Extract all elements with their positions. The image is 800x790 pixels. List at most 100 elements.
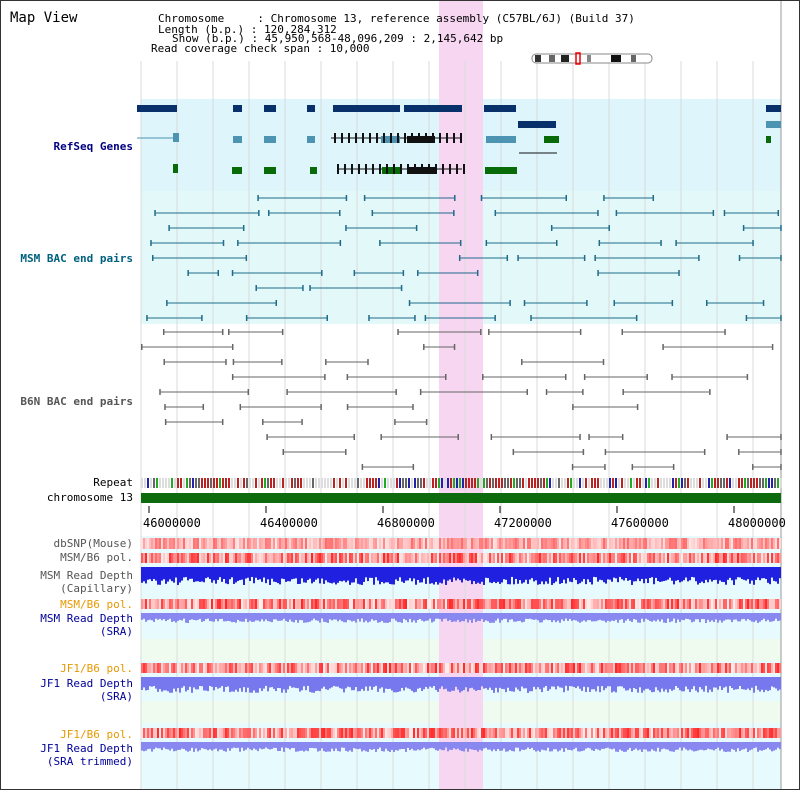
jf1-depth-trimmed <box>155 742 157 748</box>
msm-depth-capillary <box>417 567 419 581</box>
msm-depth-capillary <box>237 567 239 581</box>
jf1-pol-strip-2 <box>737 728 739 738</box>
jf1-depth-sra <box>201 677 203 687</box>
jf1-pol-strip-2 <box>417 728 419 738</box>
label-msm-bac[interactable]: MSM BAC end pairs <box>20 252 133 265</box>
msm-pol-strip <box>265 553 267 563</box>
jf1-depth-sra <box>357 677 359 692</box>
label-jf1-depth-trimmed[interactable]: JF1 Read Depth (SRA trimmed) <box>40 742 133 768</box>
label-msm-depth-capillary[interactable]: MSM Read Depth (Capillary) <box>40 569 133 595</box>
msm-pol-strip-2 <box>753 599 755 609</box>
label-msm-b6-pol-2[interactable]: MSM/B6 pol. <box>60 598 133 611</box>
jf1-depth-sra <box>389 677 391 689</box>
label-refseq-genes[interactable]: RefSeq Genes <box>53 140 133 153</box>
msm-pol-strip-2 <box>767 599 769 609</box>
repeat-mark <box>306 478 308 488</box>
jf1-pol-strip-2 <box>283 728 285 738</box>
msm-pol-strip-2 <box>709 599 711 609</box>
msm-pol-strip <box>401 553 403 563</box>
msm-depth-sra <box>429 613 431 619</box>
jf1-pol-strip-2 <box>671 728 673 738</box>
jf1-depth-trimmed <box>699 742 701 750</box>
jf1-pol-strip <box>175 663 177 673</box>
jf1-depth-sra <box>411 677 413 691</box>
label-msm-b6-pol-1[interactable]: MSM/B6 pol. <box>60 551 133 564</box>
jf1-depth-sra <box>581 677 583 691</box>
jf1-depth-trimmed <box>619 742 621 750</box>
jf1-depth-trimmed <box>241 742 243 748</box>
label-dbsnp[interactable]: dbSNP(Mouse) <box>53 537 133 550</box>
repeat-mark <box>576 478 578 488</box>
msm-pol-strip-2 <box>183 599 185 609</box>
jf1-depth-sra <box>749 677 751 691</box>
msm-pol-strip-2 <box>155 599 157 609</box>
jf1-depth-trimmed <box>339 742 341 752</box>
jf1-depth-sra <box>205 677 207 691</box>
msm-pol-strip <box>695 553 697 563</box>
jf1-depth-trimmed <box>609 742 611 749</box>
jf1-pol-strip <box>619 663 621 673</box>
jf1-pol-strip-2 <box>353 728 355 738</box>
jf1-pol-strip <box>239 663 241 673</box>
msm-depth-capillary <box>569 567 571 582</box>
jf1-depth-trimmed <box>169 742 171 751</box>
label-jf1-depth-sra[interactable]: JF1 Read Depth (SRA) <box>40 677 133 703</box>
msm-depth-capillary <box>249 567 251 581</box>
msm-depth-capillary <box>627 567 629 581</box>
label-jf1-b6-pol-2[interactable]: JF1/B6 pol. <box>60 728 133 741</box>
msm-pol-strip <box>253 553 255 563</box>
jf1-pol-strip <box>307 663 309 673</box>
msm-depth-sra <box>253 613 255 622</box>
repeat-mark <box>252 478 254 488</box>
msm-pol-strip <box>475 553 477 563</box>
repeat-mark <box>639 478 641 488</box>
dbsnp-strip <box>205 538 207 549</box>
msm-depth-sra <box>749 613 751 621</box>
msm-depth-sra <box>153 613 155 622</box>
label-b6n-bac[interactable]: B6N BAC end pairs <box>20 395 133 408</box>
label-jf1-b6-pol-1[interactable]: JF1/B6 pol. <box>60 662 133 675</box>
msm-depth-capillary <box>407 567 409 581</box>
msm-depth-capillary <box>647 567 649 584</box>
jf1-depth-sra <box>545 677 547 687</box>
jf1-depth-sra <box>195 677 197 690</box>
axis-tick-label: 46400000 <box>260 516 318 530</box>
msm-pol-strip-2 <box>751 599 753 609</box>
dbsnp-strip <box>703 538 705 549</box>
msm-pol-strip <box>731 553 733 563</box>
msm-depth-capillary <box>641 567 643 579</box>
dbsnp-strip <box>415 538 417 549</box>
jf1-pol-strip <box>491 663 493 673</box>
jf1-depth-sra <box>367 677 369 691</box>
jf1-pol-strip <box>343 663 345 673</box>
dbsnp-strip <box>651 538 653 549</box>
jf1-pol-strip <box>387 663 389 673</box>
jf1-depth-sra <box>445 677 447 689</box>
dbsnp-strip <box>753 538 755 549</box>
jf1-depth-trimmed <box>553 742 555 750</box>
msm-depth-sra <box>769 613 771 622</box>
msm-pol-strip <box>483 553 485 563</box>
msm-depth-capillary <box>425 567 427 584</box>
jf1-pol-strip-2 <box>721 728 723 738</box>
jf1-depth-trimmed <box>245 742 247 750</box>
msm-pol-strip <box>771 553 773 563</box>
jf1-pol-strip <box>187 663 189 673</box>
jf1-depth-sra <box>185 677 187 692</box>
jf1-pol-strip <box>697 663 699 673</box>
msm-pol-strip <box>493 553 495 563</box>
msm-depth-sra <box>697 613 699 620</box>
msm-depth-capillary <box>265 567 267 584</box>
label-msm-depth-sra[interactable]: MSM Read Depth (SRA) <box>40 612 133 638</box>
jf1-depth-trimmed <box>535 742 537 752</box>
jf1-depth-trimmed <box>485 742 487 748</box>
repeat-mark <box>483 478 485 488</box>
jf1-pol-strip <box>599 663 601 673</box>
repeat-mark <box>660 478 662 488</box>
jf1-depth-sra <box>617 677 619 687</box>
msm-depth-sra <box>285 613 287 621</box>
jf1-depth-trimmed <box>455 742 457 750</box>
dbsnp-strip <box>577 538 579 549</box>
repeat-mark <box>297 478 299 488</box>
